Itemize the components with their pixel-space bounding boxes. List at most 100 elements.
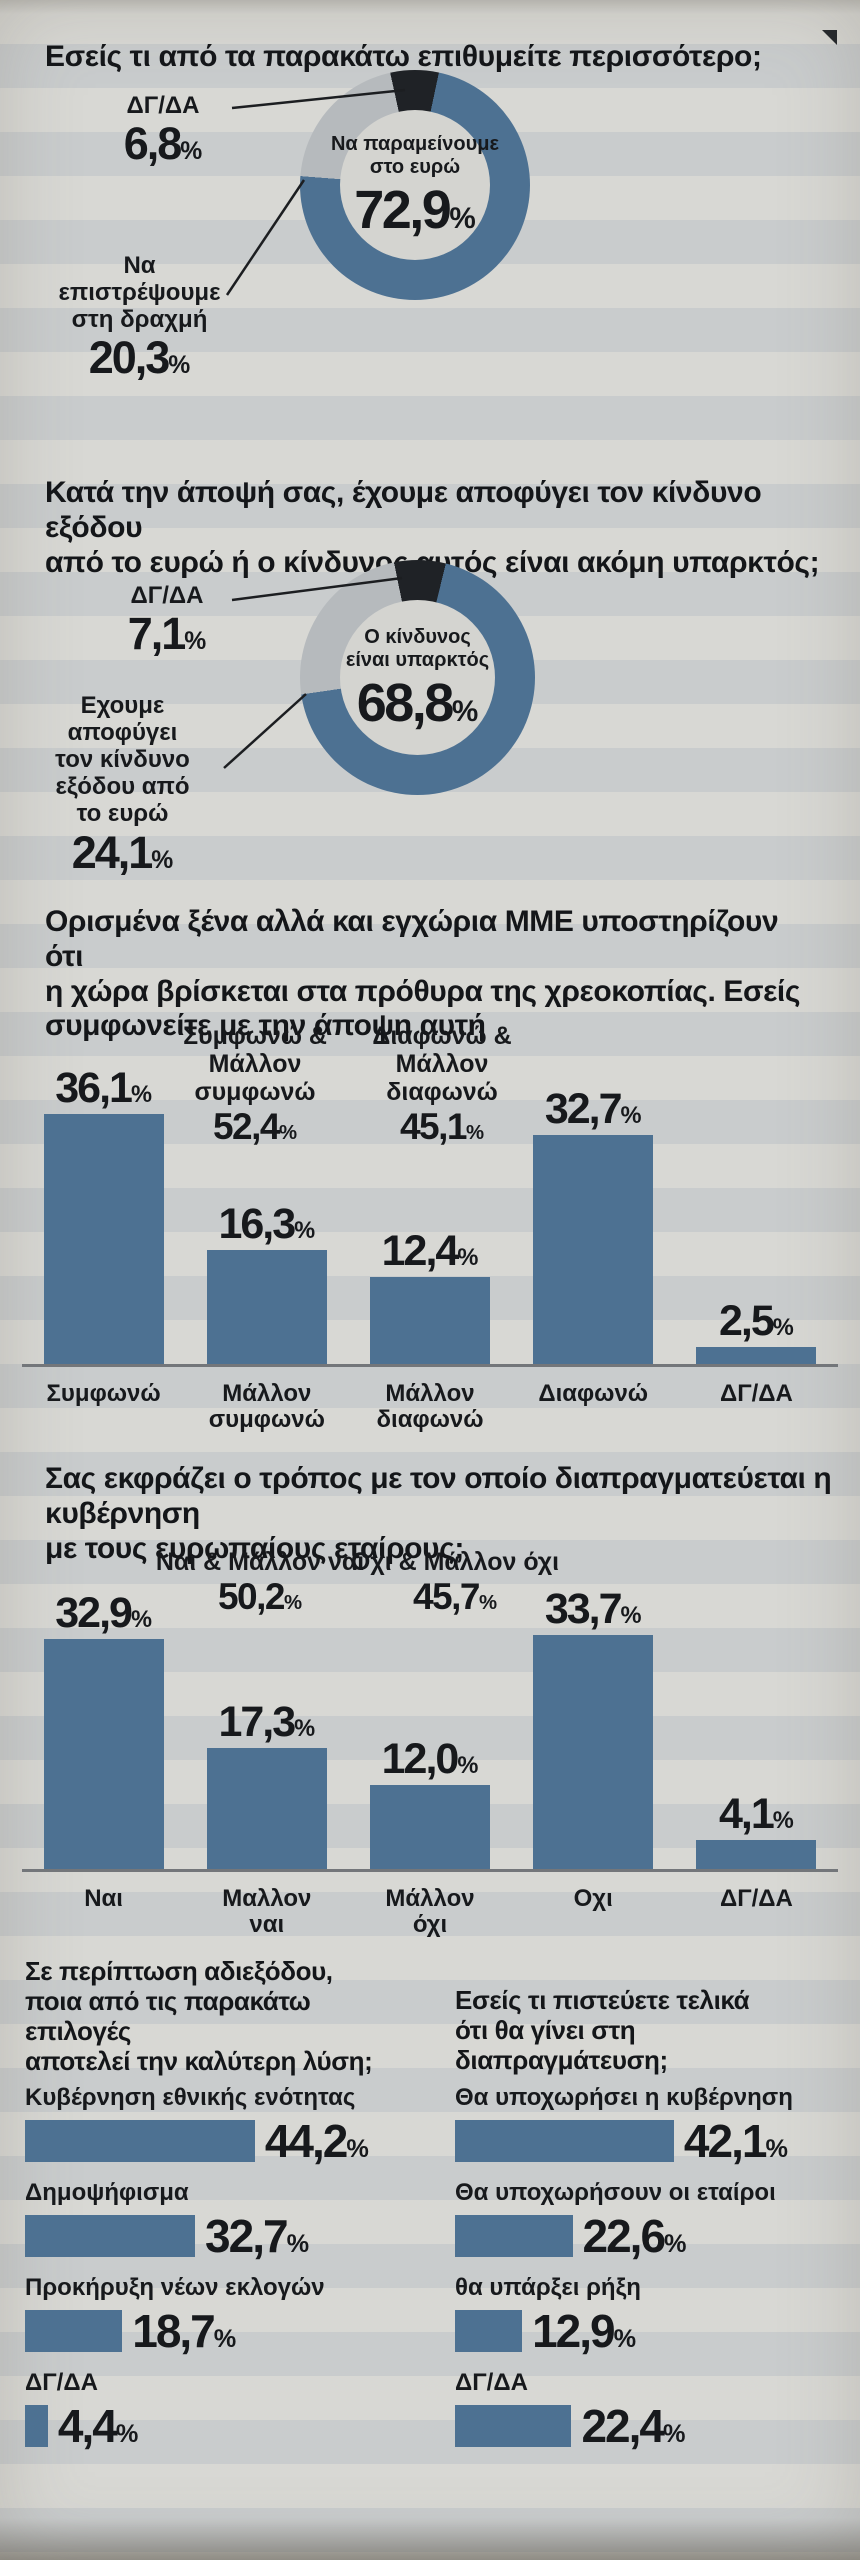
value-number: 12,0 bbox=[381, 1735, 460, 1784]
bar-value: 4,4% bbox=[58, 2403, 138, 2449]
hbar-row-partners-retreat: Θα υποχωρήσουν οι εταίροι 22,6% bbox=[455, 2179, 850, 2259]
value-number: 32,7 bbox=[544, 1085, 623, 1134]
bar-column: 12,4% bbox=[348, 1068, 511, 1364]
center-label-line: Ο κίνδυνος bbox=[364, 625, 471, 648]
callout-dk-2: ΔΓ/ΔΑ 7,1% bbox=[92, 582, 242, 658]
value-number: 45,7 bbox=[412, 1576, 481, 1617]
bar-column: 33,7% bbox=[512, 1588, 675, 1869]
leader-lines-donut-1 bbox=[225, 88, 406, 296]
donut-center-value: 68,8% bbox=[357, 676, 479, 730]
callout-value: 20,3% bbox=[42, 334, 237, 382]
bar-value: 17,3% bbox=[218, 1701, 316, 1744]
percent-sign: % bbox=[283, 1592, 303, 1614]
title-line: συμφωνείτε με την άποψη αυτή bbox=[45, 1009, 486, 1043]
group-summary-agree: Συμφωνώ & Μάλλον συμφωνώ 52,4% bbox=[165, 1022, 345, 1147]
percent-sign: % bbox=[180, 138, 203, 166]
category-line: ΔΓ/ΔΑ bbox=[719, 1885, 793, 1912]
bar bbox=[455, 2120, 674, 2163]
bar-value: 12,9% bbox=[532, 2308, 637, 2354]
category-label: Διαφωνώ bbox=[512, 1372, 675, 1434]
category-label: Μάλλον συμφωνώ bbox=[185, 1372, 348, 1434]
hbar-line: 22,4% bbox=[455, 2403, 850, 2449]
value-number: 4,1 bbox=[719, 1790, 775, 1839]
hbar-row-government-retreats: Θα υποχωρήσει η κυβέρνηση 42,1% bbox=[455, 2084, 850, 2164]
callout-value: 7,1% bbox=[92, 610, 242, 658]
hbar-row-referendum: Δημοψήφισμα 32,7% bbox=[25, 2179, 445, 2259]
value-number: 6,8 bbox=[123, 118, 183, 170]
category-label: ΔΓ/ΔΑ bbox=[675, 1877, 838, 1939]
group-label-line: Μάλλον διαφωνώ bbox=[386, 1050, 498, 1106]
bar bbox=[696, 1346, 817, 1364]
percent-sign: % bbox=[213, 2324, 237, 2353]
bar-value: 32,7% bbox=[205, 2213, 309, 2259]
value-number: 4,4 bbox=[57, 2399, 118, 2452]
callout-value: 6,8% bbox=[88, 118, 238, 170]
callout-dk-1: ΔΓ/ΔΑ 6,8% bbox=[88, 92, 238, 168]
bar-column: 32,9% bbox=[22, 1589, 185, 1869]
donut-center: Ο κίνδυνος είναι υπαρκτός 68,8% bbox=[340, 600, 495, 755]
value-number: 2,5 bbox=[719, 1296, 775, 1345]
value-number: 45,1 bbox=[399, 1106, 468, 1147]
question-3-title: Ορισμένα ξένα αλλά και εγχώρια ΜΜΕ υποστ… bbox=[45, 905, 815, 1044]
value-number: 33,7 bbox=[544, 1585, 623, 1633]
callout-label: Να επιστρέψουμε στη δραχμή bbox=[42, 252, 237, 333]
category-line: Μάλλον bbox=[385, 1885, 475, 1912]
callout-label-line: Να επιστρέψουμε bbox=[58, 252, 221, 307]
hbar-row-elections: Προκήρυξη νέων εκλογών 18,7% bbox=[25, 2274, 445, 2354]
percent-sign: % bbox=[613, 2324, 637, 2353]
category-line: Ναι bbox=[84, 1885, 123, 1912]
value-number: 44,2 bbox=[264, 2114, 349, 2167]
hbar-row-unity-government: Κυβέρνηση εθνικής ενότητας 44,2% bbox=[25, 2084, 445, 2164]
bar-chart-negotiation-axis: Ναι Μαλλον ναι Μάλλον όχι Οχι ΔΓ/ΔΑ bbox=[22, 1877, 838, 1939]
bar-value: 22,6% bbox=[583, 2213, 687, 2259]
bar-value: 36,1% bbox=[55, 1067, 152, 1110]
callout-drachma: Να επιστρέψουμε στη δραχμή 20,3% bbox=[42, 252, 237, 382]
bar-column: 4,1% bbox=[675, 1589, 838, 1869]
value-number: 12,4 bbox=[381, 1227, 460, 1276]
value-number: 16,3 bbox=[218, 1200, 296, 1249]
bar-value: 44,2% bbox=[265, 2118, 369, 2164]
value-number: 17,3 bbox=[218, 1698, 296, 1747]
donut-chart-euro-exit-risk: Ο κίνδυνος είναι υπαρκτός 68,8% bbox=[300, 560, 535, 795]
category-line: διαφωνώ bbox=[376, 1406, 484, 1434]
bar bbox=[696, 1840, 817, 1869]
category-line: Μαλλον bbox=[222, 1885, 312, 1912]
group-label-line: Ναι & Μάλλον ναι bbox=[155, 1548, 365, 1576]
bar bbox=[25, 2215, 196, 2258]
bar bbox=[455, 2215, 573, 2258]
title-line: ότι θα γίνει στη διαπραγμάτευση; bbox=[455, 2015, 668, 2076]
group-value: 45,7% bbox=[345, 1576, 565, 1617]
percent-sign: % bbox=[294, 1716, 316, 1743]
value-number: 22,6 bbox=[582, 2209, 667, 2262]
scan-edge-top bbox=[0, 0, 860, 14]
bar-column: 36,1% bbox=[22, 1067, 185, 1364]
value-number: 36,1 bbox=[55, 1064, 133, 1112]
group-label-line: Διαφωνώ & bbox=[372, 1022, 512, 1050]
value-number: 50,2 bbox=[217, 1576, 286, 1617]
group-summary-disagree: Διαφωνώ & Μάλλον διαφωνώ 45,1% bbox=[352, 1022, 532, 1147]
question-1-title: Εσείς τι από τα παρακάτω επιθυμείτε περι… bbox=[45, 40, 795, 75]
value-number: 18,7 bbox=[132, 2304, 216, 2357]
leader-lines-donut-2 bbox=[223, 576, 403, 769]
bar-value: 16,3% bbox=[218, 1203, 315, 1246]
category-label: Μαλλον ναι bbox=[185, 1877, 348, 1939]
bar-value: 22,4% bbox=[581, 2403, 685, 2449]
center-label-line: Να παραμείνουμε bbox=[330, 133, 499, 155]
group-label-line: Μάλλον συμφωνώ bbox=[194, 1050, 316, 1106]
leader-line-avoided bbox=[223, 693, 307, 769]
category-line: συμφωνώ bbox=[208, 1406, 325, 1434]
scan-edge-bottom bbox=[0, 2518, 860, 2560]
percent-sign: % bbox=[346, 2134, 369, 2163]
percent-sign: % bbox=[478, 1592, 498, 1614]
hbar-line: 42,1% bbox=[455, 2118, 850, 2164]
group-label-line: Συμφωνώ & bbox=[183, 1022, 327, 1050]
page-corner-marker-icon bbox=[822, 30, 837, 45]
donut-center-value: 72,9% bbox=[354, 183, 476, 237]
title-line: Εσείς τι από τα παρακάτω επιθυμείτε περι… bbox=[45, 40, 762, 73]
group-label: Συμφωνώ & Μάλλον συμφωνώ bbox=[165, 1022, 345, 1106]
category-line: Οχι bbox=[573, 1885, 613, 1912]
group-summary-yes: Ναι & Μάλλον ναι 50,2% bbox=[150, 1548, 370, 1617]
group-summary-no: Οχι & Μάλλον όχι 45,7% bbox=[345, 1548, 565, 1617]
percent-sign: % bbox=[130, 1606, 152, 1633]
value-number: 32,7 bbox=[205, 2209, 289, 2262]
